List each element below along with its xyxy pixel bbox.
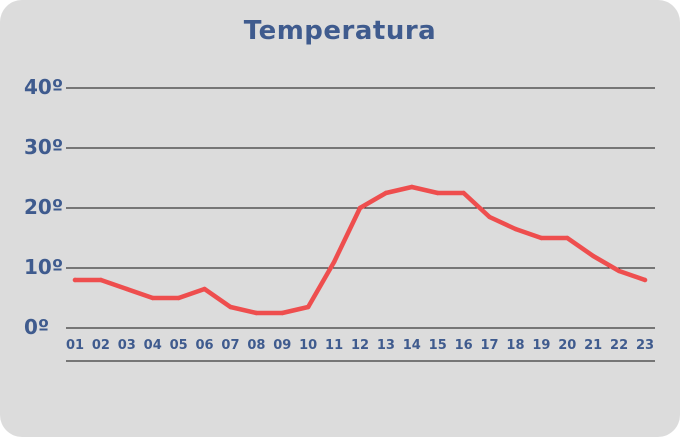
data-point-01 bbox=[72, 277, 78, 283]
data-point-08 bbox=[254, 310, 259, 316]
x-tick-label-07: 07 bbox=[221, 338, 239, 353]
x-tick-label-18: 18 bbox=[506, 338, 524, 353]
x-tick-label-01: 01 bbox=[66, 338, 84, 353]
data-point-07 bbox=[228, 304, 233, 310]
data-point-02 bbox=[98, 277, 104, 283]
data-point-22 bbox=[616, 268, 622, 274]
y-tick-label-0: 0º bbox=[24, 315, 49, 339]
data-point-13 bbox=[383, 190, 389, 196]
data-point-15 bbox=[435, 190, 440, 196]
x-tick-label-11: 11 bbox=[325, 338, 343, 353]
data-point-10 bbox=[305, 304, 311, 310]
y-tick-label-30: 30º bbox=[24, 135, 63, 159]
x-tick-label-04: 04 bbox=[144, 338, 162, 353]
data-point-17 bbox=[487, 214, 492, 220]
chart-title: Temperatura bbox=[243, 16, 437, 46]
x-tick-label-10: 10 bbox=[299, 338, 317, 353]
data-point-11 bbox=[331, 259, 337, 265]
x-tick-label-09: 09 bbox=[273, 338, 291, 353]
data-point-05 bbox=[176, 295, 181, 301]
x-tick-label-23: 23 bbox=[636, 338, 654, 353]
data-point-09 bbox=[280, 310, 285, 316]
x-tick-label-20: 20 bbox=[558, 338, 576, 353]
x-tick-label-15: 15 bbox=[429, 338, 447, 353]
data-point-06 bbox=[202, 286, 207, 292]
data-point-19 bbox=[539, 235, 544, 241]
y-tick-label-40: 40º bbox=[24, 75, 63, 99]
data-point-18 bbox=[513, 226, 518, 232]
data-point-20 bbox=[565, 235, 570, 241]
x-tick-label-19: 19 bbox=[532, 338, 550, 353]
data-point-23 bbox=[642, 277, 648, 283]
data-point-12 bbox=[357, 205, 363, 211]
x-tick-label-02: 02 bbox=[92, 338, 110, 353]
x-tick-label-21: 21 bbox=[584, 338, 602, 353]
x-tick-label-12: 12 bbox=[351, 338, 369, 353]
x-tick-label-06: 06 bbox=[195, 338, 213, 353]
data-point-14 bbox=[409, 184, 415, 190]
data-point-03 bbox=[124, 286, 130, 292]
x-tick-label-14: 14 bbox=[403, 338, 421, 353]
x-tick-label-22: 22 bbox=[610, 338, 628, 353]
data-point-04 bbox=[150, 295, 155, 301]
x-tick-label-16: 16 bbox=[455, 338, 473, 353]
x-tick-label-13: 13 bbox=[377, 338, 395, 353]
x-tick-label-08: 08 bbox=[247, 338, 265, 353]
x-tick-label-17: 17 bbox=[480, 338, 498, 353]
y-tick-label-10: 10º bbox=[24, 255, 63, 279]
data-point-21 bbox=[590, 253, 596, 259]
x-tick-label-03: 03 bbox=[118, 338, 136, 353]
y-tick-label-20: 20º bbox=[24, 195, 63, 219]
x-tick-label-05: 05 bbox=[170, 338, 188, 353]
data-point-16 bbox=[461, 190, 466, 196]
